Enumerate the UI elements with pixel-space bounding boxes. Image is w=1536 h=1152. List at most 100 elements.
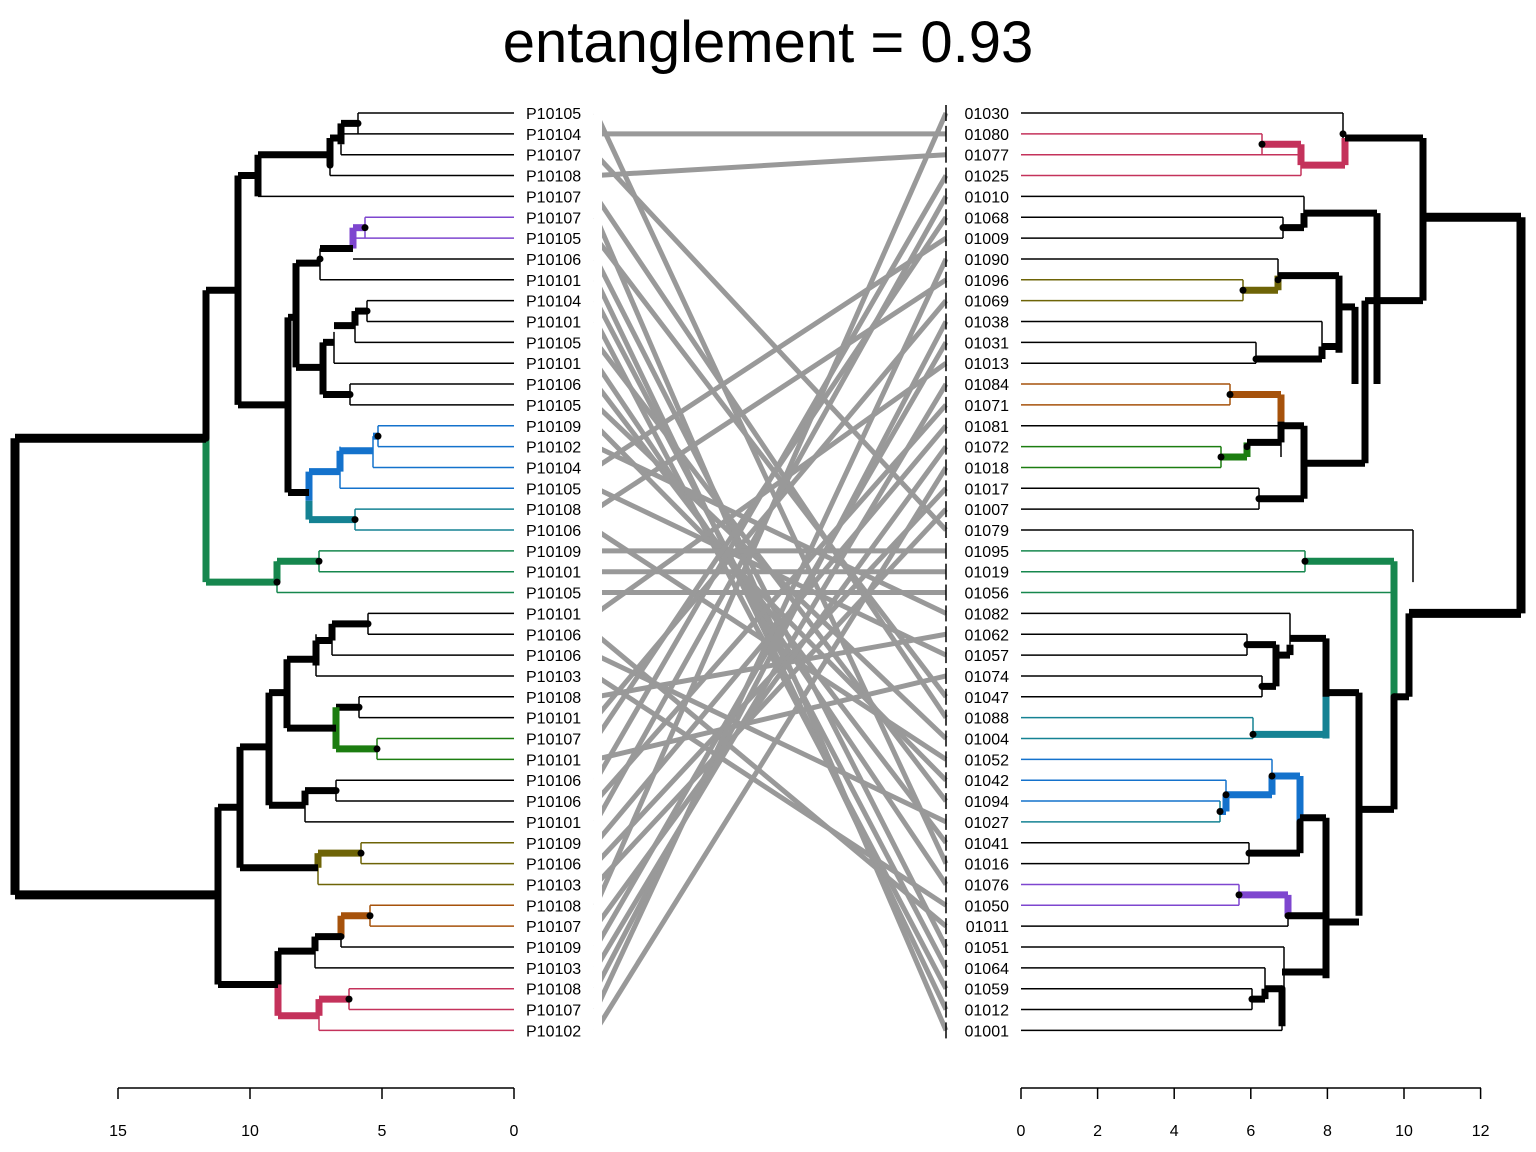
right-leaf-label: 01088 <box>965 711 1010 728</box>
left-leaf-label: P10106 <box>526 648 581 665</box>
connector-line <box>595 673 947 762</box>
axis-tick-label: 0 <box>1017 1123 1026 1140</box>
node-dot <box>351 516 359 524</box>
right-leaf-label: 01080 <box>965 127 1010 144</box>
right-height-axis: 0 2 4 6 8 10 12 <box>1017 1087 1490 1140</box>
chart-title: entanglement = 0.93 <box>502 10 1034 75</box>
axis-tick-label: 6 <box>1246 1123 1255 1140</box>
right-leaf-label: 01010 <box>965 189 1010 206</box>
left-leaf-label: P10107 <box>526 1003 581 1020</box>
right-leaf-label: 01025 <box>965 169 1010 186</box>
connector-lines <box>593 111 949 1032</box>
left-leaf-label: P10107 <box>526 210 581 227</box>
connector-line <box>593 341 949 949</box>
left-leaf-label: P10105 <box>526 398 581 415</box>
right-leaf-label: 01007 <box>965 502 1010 519</box>
node-dot <box>1268 772 1276 780</box>
axis-tick-label: 5 <box>378 1123 387 1140</box>
axis-tick-label: 15 <box>109 1123 127 1140</box>
node-dot <box>364 620 372 628</box>
left-leaf-label: P10108 <box>526 898 581 915</box>
left-leaf-label: P10107 <box>526 732 581 749</box>
node-dot <box>1243 641 1251 649</box>
node-dot <box>1279 224 1287 232</box>
left-leaf-label: P10102 <box>526 1023 581 1040</box>
node-dot <box>1216 807 1224 815</box>
left-leaf-label: P10101 <box>526 711 581 728</box>
left-leaf-label: P10102 <box>526 440 581 457</box>
node-dot <box>1390 693 1398 701</box>
left-leaf-label: P10106 <box>526 627 581 644</box>
left-leaf-label: P10107 <box>526 189 581 206</box>
left-leaf-label: P10104 <box>526 127 581 144</box>
right-leaf-label: 01082 <box>965 606 1010 623</box>
node-dot <box>1284 912 1292 920</box>
right-leaf-label: 01009 <box>965 231 1010 248</box>
right-leaf-label: 01042 <box>965 773 1010 790</box>
right-leaf-label: 01031 <box>965 335 1010 352</box>
node-dot <box>254 172 262 180</box>
node-dot <box>1248 995 1256 1003</box>
left-leaf-label: P10106 <box>526 523 581 540</box>
node-dot <box>326 161 334 169</box>
connector-line <box>594 444 948 616</box>
right-leaf-label: 01038 <box>965 315 1010 332</box>
axis-tick-label: 12 <box>1472 1123 1490 1140</box>
node-dot <box>1296 818 1304 826</box>
left-leaf-label: P10101 <box>526 315 581 332</box>
right-leaf-label: 01076 <box>965 877 1010 894</box>
node-dot <box>354 119 362 127</box>
node-dot <box>357 849 365 857</box>
right-leaf-label: 01056 <box>965 586 1010 603</box>
node-dot <box>363 307 371 315</box>
node-dot <box>1339 130 1347 138</box>
right-leaf-label: 01071 <box>965 398 1010 415</box>
axis-tick-label: 2 <box>1093 1123 1102 1140</box>
left-leaf-label: P10106 <box>526 794 581 811</box>
left-leaf-label: P10106 <box>526 252 581 269</box>
connector-line <box>593 466 949 1032</box>
left-leaf-label: P10104 <box>526 294 581 311</box>
node-dot <box>361 224 369 232</box>
left-leaf-label: P10101 <box>526 815 581 832</box>
right-leaf-label: 01011 <box>966 919 1009 936</box>
right-leaf-label: 01052 <box>965 752 1010 769</box>
node-dot <box>1239 286 1247 294</box>
left-leaf-label: P10108 <box>526 502 581 519</box>
node-dot <box>1255 495 1263 503</box>
left-height-axis: 15 10 5 0 <box>109 1087 519 1140</box>
right-leaf-label: 01004 <box>965 732 1010 749</box>
right-leaf-label: 01069 <box>965 294 1010 311</box>
left-leaf-label: P10103 <box>526 961 581 978</box>
node-dot <box>1301 557 1309 565</box>
node-dot <box>1278 985 1286 993</box>
connector-line <box>593 257 949 1011</box>
node-dot <box>1277 422 1285 430</box>
left-leaf-label: P10103 <box>526 877 581 894</box>
right-leaf-label: 01079 <box>965 523 1010 540</box>
axis-tick-label: 10 <box>1395 1123 1413 1140</box>
right-leaf-label: 01057 <box>965 648 1010 665</box>
node-dot <box>1252 355 1260 363</box>
node-dot <box>1217 453 1225 461</box>
left-leaf-label: P10109 <box>526 419 581 436</box>
right-leaf-label: 01047 <box>965 690 1010 707</box>
left-leaf-label: P10101 <box>526 356 581 373</box>
left-leaf-label: P10101 <box>526 606 581 623</box>
right-leaf-label: 01030 <box>965 106 1010 123</box>
right-leaf-label: 01050 <box>965 898 1010 915</box>
right-leaf-label: 01001 <box>965 1023 1010 1040</box>
left-leaf-label: P10106 <box>526 377 581 394</box>
right-leaf-label: 01090 <box>965 252 1010 269</box>
right-leaf-label: 01016 <box>965 857 1010 874</box>
right-leaf-label: 01077 <box>965 148 1010 165</box>
left-leaf-label: P10107 <box>526 919 581 936</box>
connector-line <box>593 174 949 782</box>
node-dot <box>374 432 382 440</box>
left-leaf-label: P10109 <box>526 544 581 561</box>
left-leaf-label: P10105 <box>526 481 581 498</box>
connector-line <box>593 320 949 990</box>
node-dot <box>273 578 281 586</box>
connector-line <box>595 152 947 179</box>
left-leaf-label: P10106 <box>526 773 581 790</box>
